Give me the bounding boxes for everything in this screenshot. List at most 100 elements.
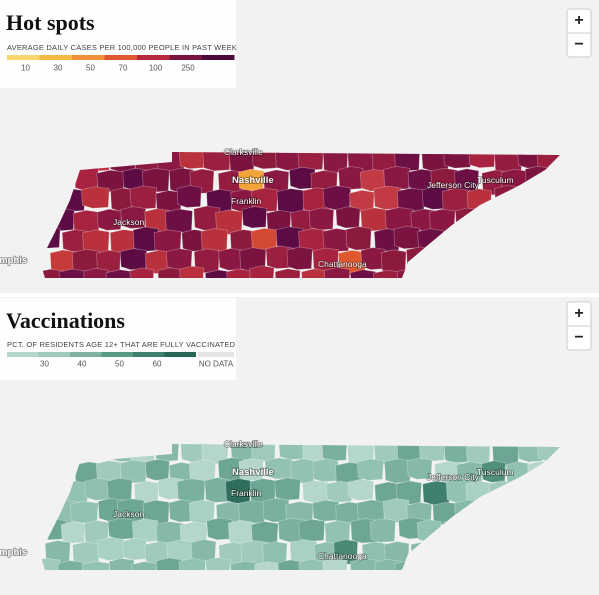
county [274,268,301,278]
legend-label: 30 [40,360,49,369]
no-data-swatch [198,352,234,357]
county [393,225,421,250]
county [238,500,266,524]
legend-title: AVERAGE DAILY CASES PER 100,000 PEOPLE I… [7,43,237,52]
county [108,557,135,570]
legend-bar: 30 40 50 60 [7,352,196,369]
legend-swatch [72,55,105,60]
county [298,518,326,542]
legend-box [0,0,236,88]
legend-swatch [70,352,102,357]
county [241,206,268,229]
city-label: Chattanooga [318,551,367,561]
county [226,268,252,278]
county [373,185,402,210]
legend-label: 10 [21,64,30,73]
county [155,557,182,570]
county [297,152,324,171]
county [349,558,379,570]
county [217,457,246,481]
legend-swatch [169,55,202,60]
county [468,152,496,169]
county [249,265,275,278]
county [205,557,231,570]
county [274,477,301,501]
legend-box [0,298,236,380]
city-labels: Clarksville Nashville Franklin Jackson Memph… [0,146,514,562]
legend-swatch [38,352,70,357]
county [345,226,372,251]
city-label: Chattanooga [318,259,367,269]
zoom-in[interactable]: + [574,305,583,322]
legend-label: 70 [119,64,128,73]
county [335,206,361,229]
county [106,477,133,502]
county [165,248,193,271]
vaccination-counties [40,444,560,570]
county [129,185,158,210]
county [204,269,233,278]
legend-label: 40 [78,360,87,369]
legend-label: 30 [54,64,63,73]
county [107,517,136,540]
city-label: Memphis [0,547,27,558]
county [228,519,254,546]
county [286,246,313,271]
legend-swatch [164,352,196,357]
county [190,539,217,563]
county [312,499,340,522]
county [80,186,110,209]
map-title: Vaccinations [6,308,125,333]
city-label: Nashville [232,175,274,186]
county [373,269,402,278]
zoom-controls: + − + − [566,8,592,351]
city-label: Nashville [232,467,274,478]
county [58,268,86,278]
county [144,458,170,481]
city-label: Jefferson City [427,472,480,482]
county [254,561,282,570]
legend-swatch [39,55,72,60]
county [349,269,377,278]
legend-swatch [101,352,133,357]
city-label: Jackson [113,217,144,227]
zoom-out[interactable]: − [574,36,583,53]
county [369,518,396,543]
county [176,185,202,208]
county [179,265,205,278]
county [338,166,364,190]
county [96,208,123,231]
county [383,165,411,190]
county [443,152,472,169]
city-label: Clarksville [224,439,263,449]
map-title: Hot spots [6,10,95,35]
legend-swatch [104,55,137,60]
county [178,152,205,170]
county [308,207,335,231]
legend-label: 250 [181,64,195,73]
county [60,521,86,544]
city-label: Tusculum [477,467,514,477]
county [130,561,158,570]
county [69,500,99,524]
county [312,458,339,483]
city-label: Tusculum [477,175,514,185]
legend-swatch [133,352,165,357]
county [105,269,135,278]
county [301,268,327,278]
city-label: Jefferson City [427,180,480,190]
zoom-out[interactable]: − [574,329,583,346]
legend-swatch [137,55,170,60]
city-label: Memphis [0,255,27,266]
legend-swatch [202,55,235,60]
legend-label: 50 [115,360,124,369]
county [298,558,325,570]
county [322,185,352,211]
county [176,478,206,503]
zoom-in[interactable]: + [574,12,583,29]
legend-label: 60 [153,360,162,369]
city-label: Jackson [113,509,144,519]
county [325,480,353,503]
